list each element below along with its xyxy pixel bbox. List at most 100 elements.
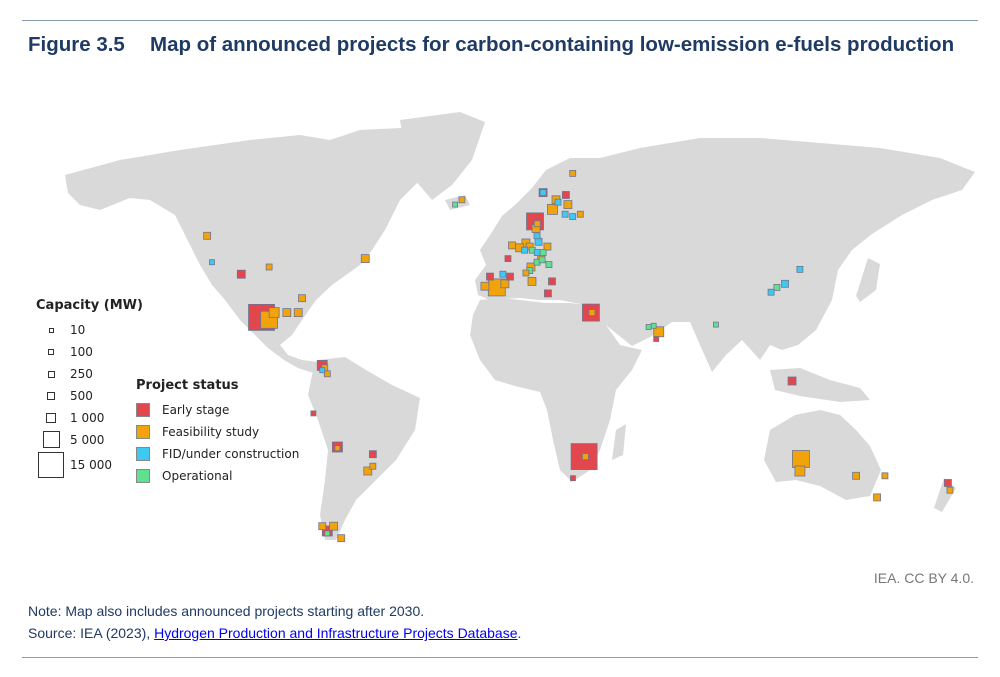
capacity-legend-title: Capacity (MW) bbox=[36, 298, 143, 313]
project-marker-fid bbox=[569, 213, 577, 221]
project-marker-fid bbox=[796, 265, 804, 273]
capacity-square-icon bbox=[48, 349, 54, 355]
project-marker-feas bbox=[369, 462, 377, 470]
project-marker-feas bbox=[298, 294, 306, 303]
project-marker-op bbox=[645, 324, 652, 330]
project-marker-feas bbox=[480, 281, 490, 291]
project-marker-feas bbox=[268, 307, 280, 319]
capacity-legend-item: 100 bbox=[36, 341, 143, 363]
project-marker-early bbox=[653, 336, 660, 342]
project-marker-feas bbox=[794, 465, 806, 477]
capacity-square-icon bbox=[47, 370, 55, 378]
source-suffix: . bbox=[517, 625, 522, 641]
capacity-legend-item: 500 bbox=[36, 385, 143, 407]
project-marker-feas bbox=[293, 308, 303, 318]
project-marker-early bbox=[544, 289, 552, 298]
project-marker-feas bbox=[522, 269, 530, 277]
project-marker-early bbox=[486, 272, 494, 281]
land-masses bbox=[65, 112, 975, 540]
status-label: Operational bbox=[162, 469, 233, 483]
figure-number: Figure 3.5 bbox=[28, 33, 125, 56]
project-marker-feas bbox=[500, 279, 510, 289]
project-marker-op bbox=[539, 249, 547, 257]
capacity-label: 15 000 bbox=[70, 458, 112, 472]
project-marker-feas bbox=[337, 534, 346, 543]
project-marker-early bbox=[506, 272, 514, 281]
capacity-square-icon bbox=[48, 327, 54, 333]
project-marker-fid bbox=[561, 210, 569, 218]
project-marker-feas bbox=[873, 493, 881, 502]
project-marker-fid bbox=[499, 270, 507, 278]
status-legend-title: Project status bbox=[136, 378, 239, 393]
figure-title: Figure 3.5 Map of announced projects for… bbox=[28, 32, 968, 57]
project-marker-op bbox=[773, 283, 781, 291]
capacity-legend-item: 1 000 bbox=[36, 407, 143, 429]
capacity-legend-item: 10 bbox=[36, 319, 143, 341]
source-link[interactable]: Hydrogen Production and Infrastructure P… bbox=[154, 625, 518, 641]
figure-title-text: Map of announced projects for carbon-con… bbox=[150, 33, 955, 56]
project-marker-early bbox=[561, 191, 570, 199]
project-marker-feas bbox=[852, 471, 860, 480]
project-marker-feas bbox=[360, 254, 370, 264]
status-label: Early stage bbox=[162, 403, 230, 417]
project-marker-early bbox=[548, 277, 556, 286]
capacity-legend-item: 250 bbox=[36, 363, 143, 385]
project-marker-early bbox=[570, 475, 576, 482]
notes: Note: Map also includes announced projec… bbox=[28, 600, 521, 644]
north-america bbox=[65, 128, 440, 375]
capacity-label: 100 bbox=[70, 345, 93, 359]
capacity-label: 5 000 bbox=[70, 432, 105, 447]
status-label: FID/under construction bbox=[162, 447, 300, 461]
project-marker-feas bbox=[458, 196, 466, 204]
bottom-rule bbox=[22, 657, 978, 658]
project-marker-feas bbox=[282, 308, 292, 318]
project-marker-fid bbox=[534, 237, 543, 246]
project-marker-feas bbox=[547, 203, 558, 215]
southeast-asia-islands bbox=[770, 368, 870, 402]
project-marker-feas bbox=[318, 522, 327, 531]
project-marker-feas bbox=[563, 200, 573, 210]
capacity-square-icon bbox=[46, 413, 56, 423]
capacity-square-icon bbox=[47, 392, 55, 400]
project-marker-feas bbox=[265, 263, 273, 271]
project-marker-fid bbox=[533, 249, 541, 257]
project-marker-feas bbox=[588, 309, 596, 317]
capacity-label: 250 bbox=[70, 367, 93, 381]
source-prefix: Source: IEA (2023), bbox=[28, 625, 155, 641]
capacity-label: 10 bbox=[70, 323, 86, 337]
project-marker-op bbox=[452, 201, 458, 208]
project-marker-feas bbox=[533, 220, 541, 228]
project-marker-feas bbox=[363, 466, 373, 476]
project-marker-feas bbox=[527, 276, 537, 286]
status-legend-item: FID/under construction bbox=[136, 443, 299, 465]
project-marker-feas bbox=[581, 453, 589, 461]
project-marker-feas bbox=[508, 241, 516, 250]
project-marker-fid bbox=[209, 259, 215, 266]
africa bbox=[470, 298, 642, 482]
project-marker-feas bbox=[543, 242, 552, 251]
status-swatch-icon bbox=[136, 403, 150, 417]
project-marker-early bbox=[787, 376, 797, 386]
capacity-label: 500 bbox=[70, 389, 93, 403]
project-marker-feas bbox=[329, 521, 339, 531]
project-marker-fid bbox=[554, 198, 562, 206]
project-marker-fid bbox=[781, 279, 789, 288]
project-marker-feas bbox=[323, 370, 331, 378]
status-swatch-icon bbox=[136, 469, 150, 483]
project-marker-op bbox=[650, 322, 657, 329]
project-marker-feas bbox=[792, 450, 810, 468]
project-marker-feas bbox=[203, 231, 212, 240]
top-rule bbox=[22, 20, 978, 21]
project-marker-early bbox=[310, 410, 317, 417]
capacity-label: 1 000 bbox=[70, 411, 105, 425]
project-marker-feas bbox=[576, 210, 584, 218]
project-marker-fid bbox=[767, 288, 775, 296]
status-label: Feasibility study bbox=[162, 425, 260, 439]
project-marker-op bbox=[545, 261, 553, 269]
project-marker-op bbox=[324, 530, 331, 537]
project-marker-op bbox=[713, 321, 719, 328]
status-legend-item: Operational bbox=[136, 465, 299, 487]
capacity-square-icon bbox=[42, 431, 60, 448]
project-marker-fid bbox=[521, 246, 529, 254]
australia bbox=[764, 410, 881, 500]
